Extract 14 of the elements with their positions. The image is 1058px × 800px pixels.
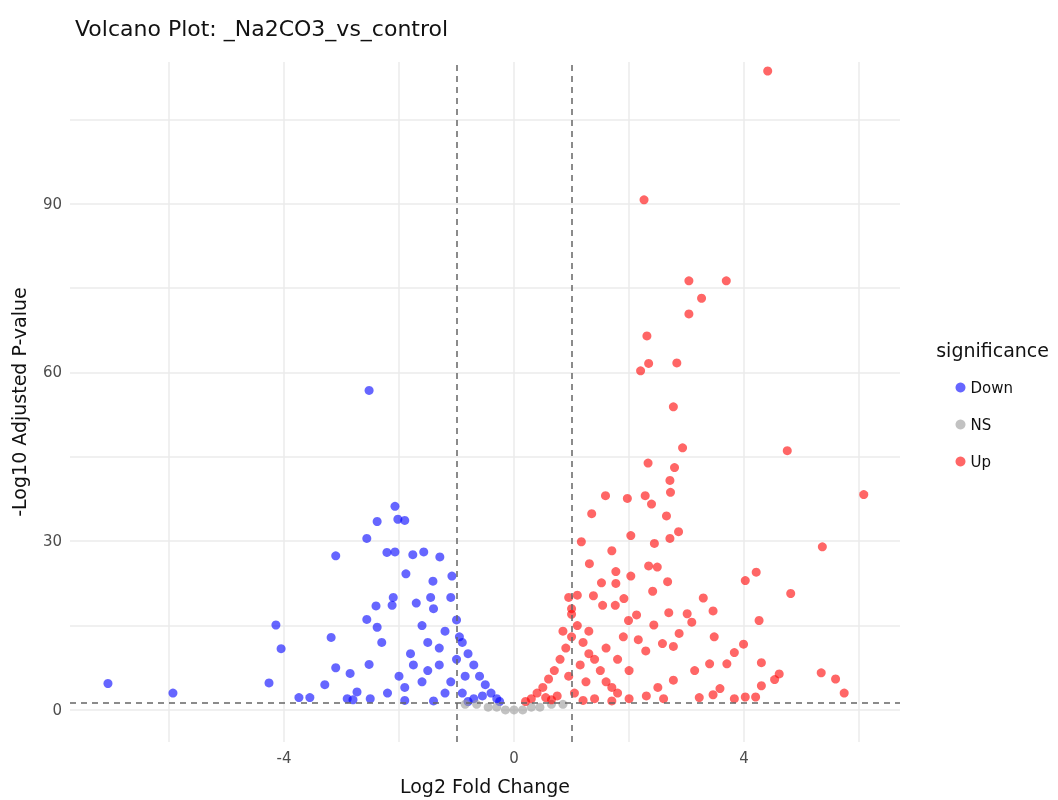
legend-label: Up: [970, 452, 992, 471]
x-tick-label: -4: [276, 748, 292, 767]
legend-label: NS: [970, 415, 992, 434]
y-tick-label: 0: [52, 700, 62, 719]
y-axis-title: -Log10 Adjusted P-value: [7, 287, 30, 517]
chart-title: Volcano Plot: _Na2CO3_vs_control: [75, 15, 449, 42]
x-tick-label: 4: [739, 748, 749, 767]
legend-label: Down: [970, 378, 1014, 397]
legend-title: significance: [936, 338, 1049, 361]
x-tick-label: 0: [509, 748, 519, 767]
y-tick-label: 60: [42, 363, 62, 382]
x-axis-title: Log2 Fold Change: [399, 774, 571, 797]
y-tick-label: 90: [42, 194, 62, 213]
y-tick-label: 30: [42, 532, 62, 551]
